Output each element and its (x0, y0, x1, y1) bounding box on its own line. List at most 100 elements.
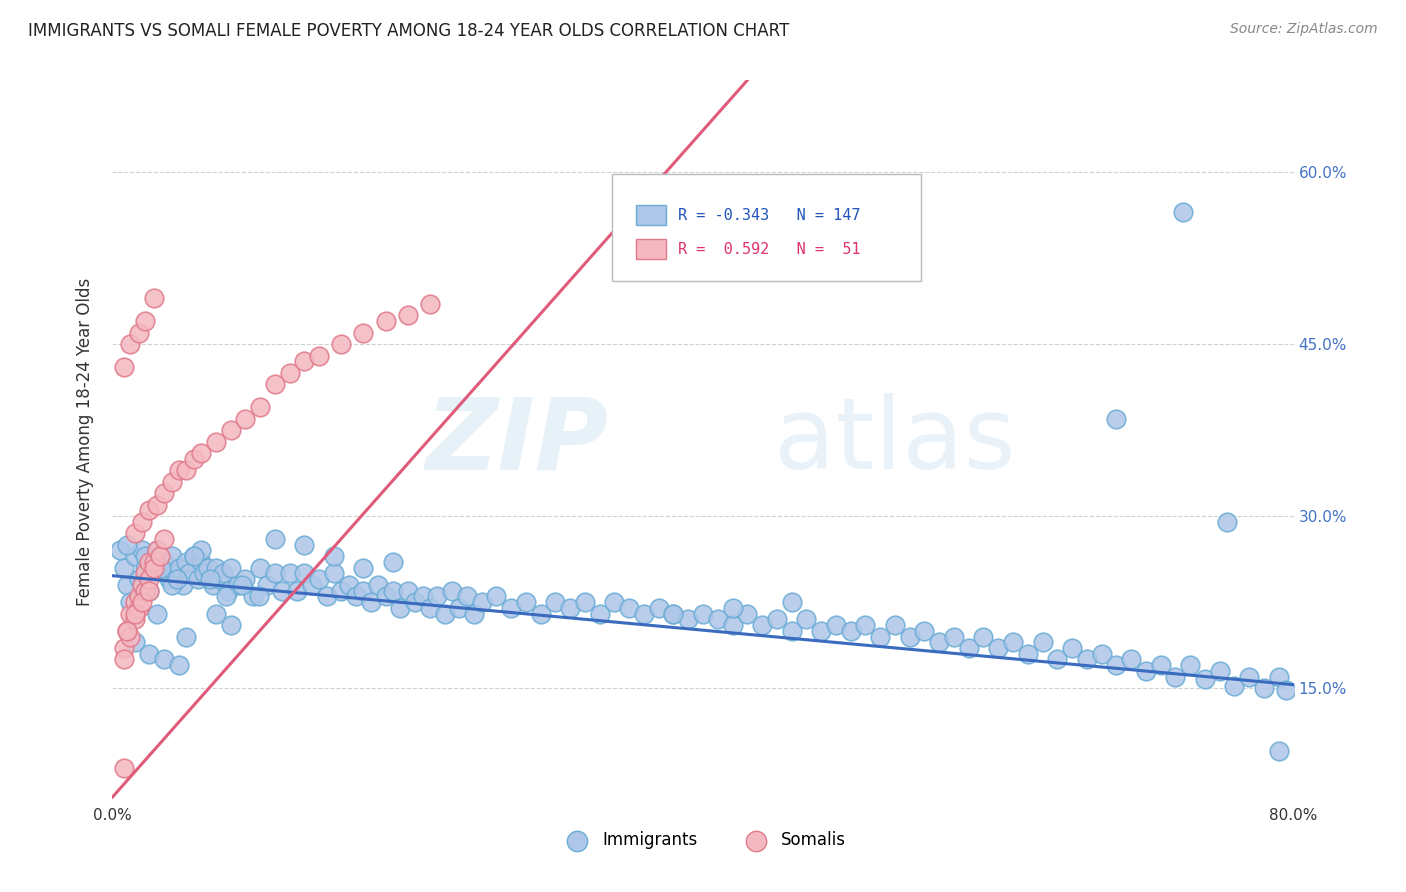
Point (292, 354, 315, 368)
Point (404, 595, 426, 609)
Point (558, 600, 582, 615)
Point (167, 658, 190, 673)
Point (1194, 672, 1216, 686)
Point (187, 572, 209, 586)
Point (1105, 411, 1128, 425)
Point (146, 498, 169, 512)
Point (138, 503, 160, 517)
Point (1268, 670, 1291, 684)
Point (884, 618, 907, 632)
Point (780, 624, 803, 638)
Point (146, 543, 169, 558)
Point (134, 560, 156, 574)
Point (138, 583, 160, 598)
Point (337, 578, 360, 592)
Point (146, 607, 169, 621)
Point (456, 590, 478, 604)
Point (172, 578, 194, 592)
Point (108, 543, 131, 558)
Point (308, 572, 330, 586)
Point (247, 590, 270, 604)
Point (249, 400, 271, 414)
Point (574, 595, 596, 609)
Point (160, 578, 183, 592)
Point (308, 349, 330, 363)
Point (128, 326, 150, 340)
Point (193, 566, 215, 581)
Point (124, 549, 146, 564)
Point (264, 532, 287, 546)
Point (374, 590, 396, 604)
Point (183, 549, 205, 564)
Point (124, 635, 146, 649)
Point (167, 463, 190, 477)
Text: Source: ZipAtlas.com: Source: ZipAtlas.com (1230, 22, 1378, 37)
Point (824, 618, 846, 632)
Point (382, 583, 405, 598)
Point (855, 618, 877, 632)
Point (131, 543, 153, 558)
Point (117, 538, 138, 552)
Point (352, 583, 374, 598)
Point (166, 572, 188, 586)
Point (869, 630, 891, 644)
Point (138, 647, 160, 661)
Point (360, 595, 382, 609)
Point (1223, 679, 1246, 693)
Point (149, 560, 172, 574)
Point (146, 543, 169, 558)
Point (205, 560, 228, 574)
Point (142, 555, 165, 569)
Point (117, 624, 138, 638)
Point (183, 549, 205, 564)
Point (117, 624, 138, 638)
Point (706, 612, 728, 626)
Point (212, 566, 235, 581)
Point (352, 326, 374, 340)
Point (219, 560, 242, 574)
Point (942, 630, 965, 644)
Point (544, 595, 567, 609)
Point (134, 583, 156, 598)
Point (396, 309, 419, 323)
Point (1171, 205, 1194, 219)
Point (449, 600, 471, 615)
Point (120, 337, 142, 351)
Point (264, 566, 287, 581)
Point (396, 583, 419, 598)
Point (529, 607, 551, 621)
Point (419, 297, 441, 311)
Point (120, 630, 142, 644)
Point (124, 595, 146, 609)
Point (124, 607, 146, 621)
Point (226, 578, 249, 592)
Point (1001, 635, 1024, 649)
Point (112, 359, 135, 374)
Point (1253, 681, 1275, 695)
Text: atlas: atlas (773, 393, 1015, 490)
Point (662, 607, 685, 621)
Point (411, 590, 433, 604)
Point (219, 618, 242, 632)
Point (242, 590, 264, 604)
Point (485, 590, 508, 604)
Point (678, 612, 700, 626)
Point (441, 583, 464, 598)
Point (766, 612, 789, 626)
Point (1046, 652, 1069, 666)
Point (198, 572, 221, 586)
Point (190, 543, 212, 558)
Point (117, 578, 138, 592)
Point (142, 291, 165, 305)
Point (389, 600, 412, 615)
Point (588, 607, 610, 621)
Point (323, 566, 346, 581)
Point (205, 434, 228, 449)
Point (208, 572, 231, 586)
Point (1032, 635, 1054, 649)
Point (174, 630, 197, 644)
Point (138, 583, 160, 598)
Point (233, 572, 256, 586)
Point (285, 583, 308, 598)
Point (160, 549, 183, 564)
